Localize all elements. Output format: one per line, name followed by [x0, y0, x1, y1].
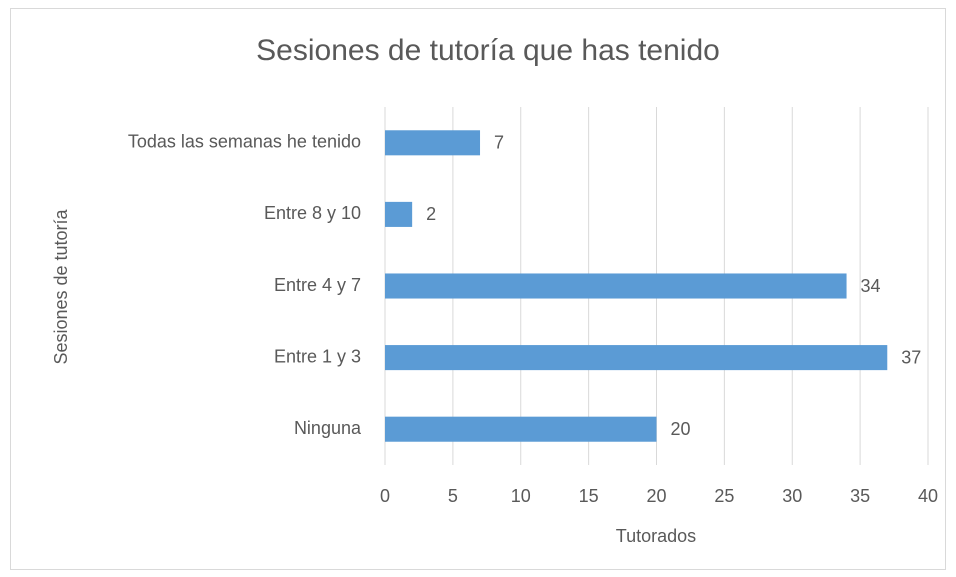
data-label: 2 — [426, 204, 436, 224]
bar — [385, 416, 657, 442]
y-tick-label: Entre 4 y 7 — [274, 275, 361, 295]
data-label: 37 — [901, 347, 921, 367]
bar — [385, 130, 481, 156]
x-tick-label: 35 — [850, 486, 870, 506]
chart-title: Sesiones de tutoría que has tenido — [256, 34, 720, 67]
data-label: 34 — [861, 276, 881, 296]
bar — [385, 273, 847, 299]
x-tick-label: 5 — [448, 486, 458, 506]
data-label: 7 — [494, 133, 504, 153]
y-tick-label: Entre 8 y 10 — [264, 203, 361, 223]
y-tick-label: Entre 1 y 3 — [274, 346, 361, 366]
bar — [385, 201, 413, 227]
x-tick-label: 10 — [511, 486, 531, 506]
x-tick-label: 20 — [646, 486, 666, 506]
x-tick-label: 0 — [380, 486, 390, 506]
y-axis-title: Sesiones de tutoría — [51, 208, 71, 364]
x-tick-label: 15 — [579, 486, 599, 506]
data-label: 20 — [671, 419, 691, 439]
y-tick-label: Todas las semanas he tenido — [128, 132, 361, 152]
y-tick-label: Ninguna — [294, 418, 362, 438]
x-axis-title: Tutorados — [616, 526, 696, 546]
x-tick-label: 40 — [918, 486, 938, 506]
x-tick-label: 25 — [714, 486, 734, 506]
x-tick-label: 30 — [782, 486, 802, 506]
bar — [385, 345, 888, 371]
